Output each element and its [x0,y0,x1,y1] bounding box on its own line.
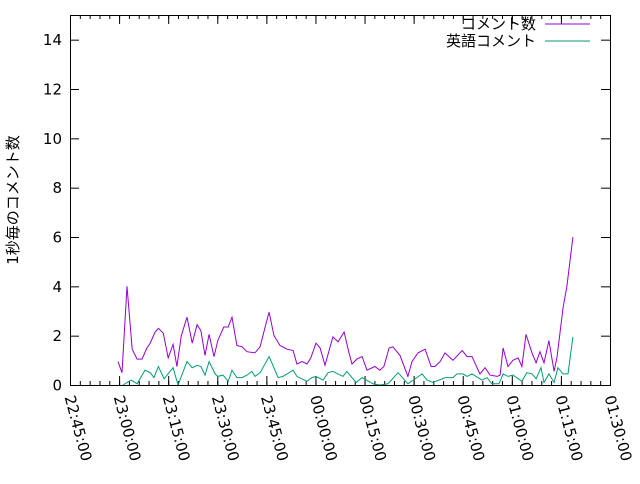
y-tick-label: 14 [43,31,62,49]
x-tick-label: 00:45:00 [453,393,488,463]
x-tick-label: 23:00:00 [110,393,145,463]
y-tick-label: 10 [43,130,62,148]
y-tick-label: 12 [43,81,62,99]
y-tick-label: 2 [52,327,62,345]
y-tick-label: 6 [52,229,62,247]
x-tick-label: 00:30:00 [404,393,439,463]
series-line-0 [117,236,574,379]
x-tick-label: 01:15:00 [552,393,587,463]
x-tick-label: 01:30:00 [601,393,636,463]
legend-label: 英語コメント [446,32,536,50]
x-tick-label: 00:15:00 [355,393,390,463]
y-axis-label: 1秒毎のコメント数 [4,135,22,265]
y-tick-label: 8 [52,179,62,197]
x-tick-label: 23:45:00 [257,393,292,463]
series-line-1 [122,336,574,387]
x-tick-label: 01:00:00 [502,393,537,463]
y-tick-label: 0 [52,377,62,395]
series-lines [117,236,574,387]
plot-border [70,15,611,386]
x-tick-label: 23:30:00 [208,393,243,463]
x-tick-label: 23:15:00 [159,393,194,463]
legend-label: コメント数 [461,15,536,33]
x-tick-label: 22:45:00 [61,393,96,463]
axes: 0 2 4 6 8 10 12 14 22:45:00 23:00:00 23:15:00 23:30… [43,15,636,463]
y-tick-label: 4 [52,278,62,296]
x-tick-label: 00:00:00 [306,393,341,463]
